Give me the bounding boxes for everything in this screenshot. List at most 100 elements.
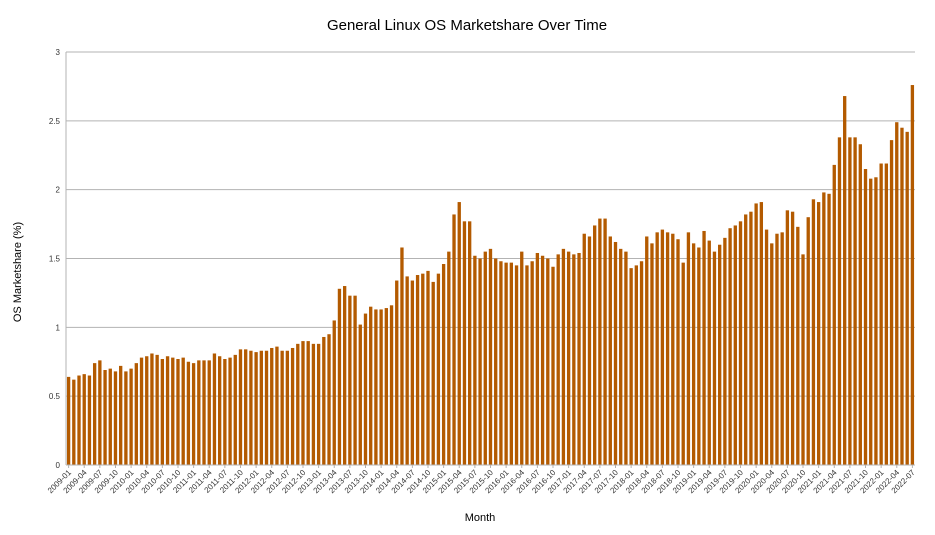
bar: [832, 164, 836, 465]
bar: [468, 221, 472, 465]
bar: [285, 350, 290, 465]
bar: [483, 251, 487, 465]
bar: [447, 251, 451, 465]
bar: [301, 341, 305, 465]
y-tick-label: 2: [56, 186, 61, 195]
bar: [770, 243, 774, 465]
bar: [598, 218, 602, 465]
bar: [556, 254, 560, 465]
y-tick-label: 0.5: [49, 392, 61, 401]
y-axis-title: OS Marketshare (%): [12, 222, 24, 322]
bar: [869, 178, 873, 465]
bar: [691, 243, 696, 465]
bar: [520, 251, 524, 465]
bar: [244, 349, 248, 465]
bar: [660, 229, 665, 465]
bar: [744, 214, 748, 465]
bar: [249, 350, 253, 465]
bar: [353, 295, 357, 465]
bar: [811, 199, 816, 466]
x-axis-ticks: 2009-012009-042009-072009-102010-012010-…: [46, 465, 917, 495]
bar: [171, 357, 175, 465]
bar: [509, 262, 513, 465]
bar: [895, 122, 899, 466]
bar: [217, 356, 222, 465]
bar: [681, 262, 685, 465]
bar: [395, 280, 399, 465]
bar: [525, 265, 529, 465]
bar: [488, 248, 493, 465]
bar: [728, 228, 732, 465]
bar: [572, 254, 576, 465]
bar: [702, 230, 706, 465]
bar: [113, 371, 118, 465]
chart-title: General Linux OS Marketshare Over Time: [327, 17, 607, 34]
bar: [843, 96, 847, 466]
bar: [165, 356, 170, 465]
bar: [671, 233, 675, 465]
bar: [858, 144, 862, 466]
bar: [415, 275, 420, 465]
bar: [233, 354, 237, 465]
bar: [718, 244, 722, 465]
bar: [650, 243, 654, 465]
bar: [655, 232, 659, 465]
bar: [801, 254, 805, 465]
bar: [181, 357, 185, 465]
bar: [665, 232, 670, 465]
bar: [342, 286, 347, 465]
bar: [634, 265, 638, 465]
bar: [462, 221, 467, 465]
bar: [566, 251, 571, 465]
bar: [238, 349, 243, 465]
bar: [410, 280, 415, 465]
bar: [280, 350, 284, 465]
bar: [186, 361, 191, 465]
bar: [306, 341, 310, 465]
bar: [629, 268, 633, 465]
y-axis-ticks: 0 0.5 1 1.5 2 2.5 3: [49, 48, 61, 470]
bar: [77, 375, 81, 465]
bar: [290, 347, 295, 465]
bar: [119, 365, 123, 465]
bars: [66, 85, 915, 466]
bar: [889, 140, 894, 466]
bar: [311, 343, 316, 465]
bar: [431, 281, 435, 465]
bar: [254, 352, 258, 465]
bar: [686, 232, 691, 465]
bar: [816, 202, 821, 465]
bar: [785, 210, 790, 465]
bar: [223, 359, 227, 465]
bar: [155, 354, 159, 465]
bar: [134, 363, 138, 465]
bar: [863, 169, 868, 465]
bar: [848, 137, 852, 465]
bar: [754, 203, 758, 465]
bar: [421, 273, 425, 465]
y-tick-label: 2.5: [49, 117, 61, 126]
bar: [212, 353, 217, 465]
bar: [327, 334, 331, 465]
bar: [712, 251, 717, 465]
x-axis-title: Month: [465, 512, 496, 524]
bar: [384, 308, 388, 465]
y-tick-label: 1.5: [49, 255, 61, 264]
bar: [749, 211, 753, 465]
bar: [316, 343, 321, 465]
bar: [150, 353, 154, 465]
bar: [400, 247, 404, 465]
bar: [540, 255, 545, 465]
bar: [363, 313, 368, 465]
bar: [436, 273, 441, 465]
bar: [264, 350, 269, 465]
bar: [577, 252, 581, 465]
bar: [879, 163, 883, 465]
bar: [405, 276, 409, 465]
bar: [473, 255, 477, 465]
bar: [587, 236, 592, 465]
bar: [145, 356, 149, 465]
bar: [603, 218, 607, 465]
bar: [645, 236, 649, 465]
bar: [676, 239, 680, 465]
